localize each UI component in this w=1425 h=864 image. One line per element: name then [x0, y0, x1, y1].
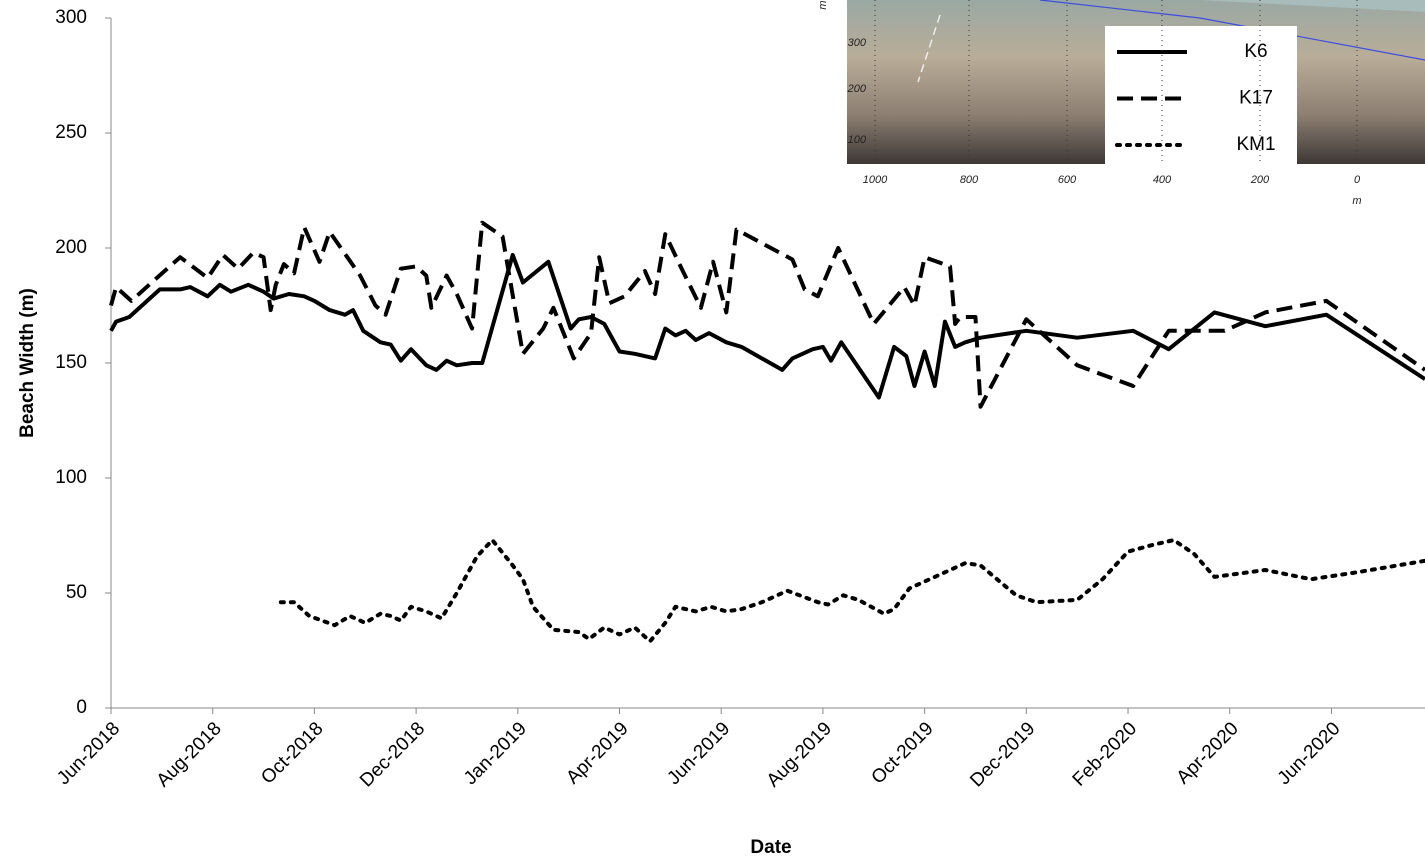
legend-label: K17: [1239, 88, 1273, 109]
x-tick-label: Oct-2018: [257, 718, 327, 788]
y-axis-title: Beach Width (m): [17, 288, 38, 438]
y-tick-label: 250: [55, 122, 87, 143]
y-tick-label: 300: [55, 7, 87, 28]
series-line: [278, 538, 1425, 644]
y-tick-label: 0: [76, 697, 87, 718]
x-tick-label: Jun-2020: [1274, 718, 1345, 789]
x-tick-label: Oct-2019: [868, 718, 938, 788]
x-tick-label: Jun-2018: [53, 718, 124, 789]
x-tick-label: Apr-2019: [562, 718, 632, 788]
x-tick-label: Feb-2020: [1069, 718, 1141, 790]
y-tick-label: 200: [55, 237, 87, 258]
legend-box: [1105, 26, 1297, 164]
x-tick-label: Aug-2018: [153, 718, 226, 791]
x-axis-title: Date: [750, 837, 791, 858]
x-tick-label: Jan-2019: [460, 718, 531, 789]
inset-y-unit: m: [817, 0, 829, 9]
shoreline: [1039, 0, 1425, 61]
inset-x-label: 400: [1153, 174, 1172, 186]
x-tick-label: Apr-2020: [1173, 718, 1243, 788]
legend-label: K6: [1244, 41, 1267, 62]
inset-x-label: 800: [960, 174, 979, 186]
inset-x-label: 600: [1058, 174, 1077, 186]
inset-x-unit: m: [1352, 195, 1361, 207]
series-line: [109, 252, 1425, 400]
inset-y-label: 200: [847, 83, 867, 95]
x-tick-label: Jun-2019: [663, 718, 734, 789]
x-tick-label: Dec-2019: [966, 718, 1039, 791]
inset-x-label: 1000: [863, 174, 888, 186]
y-tick-label: 100: [55, 467, 87, 488]
x-tick-label: Dec-2018: [356, 718, 429, 791]
y-tick-label: 50: [66, 582, 87, 603]
y-tick-label: 150: [55, 352, 87, 373]
legend-label: KM1: [1236, 134, 1275, 155]
x-tick-label: Aug-2019: [763, 718, 836, 791]
water: [1200, 0, 1425, 12]
inset-y-label: 300: [848, 37, 867, 49]
inset-x-label: 0: [1354, 174, 1361, 186]
inset-x-label: 200: [1250, 174, 1270, 186]
series-line: [109, 220, 1425, 409]
inset-y-label: 100: [848, 134, 867, 146]
photo-line: [917, 14, 941, 83]
